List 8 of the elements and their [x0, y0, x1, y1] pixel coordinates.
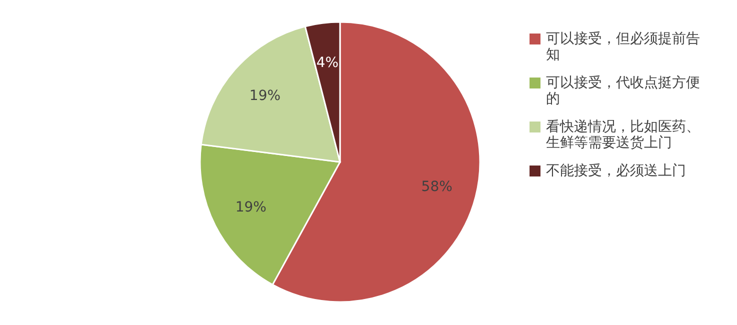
- legend-label: 可以接受，代收点挺方便的: [546, 75, 700, 107]
- data-label: 19%: [249, 88, 281, 104]
- data-label: 4%: [316, 54, 339, 71]
- data-label: 19%: [235, 199, 266, 216]
- legend-label: 不能接受，必须送上门: [546, 163, 686, 179]
- legend-label: 看快递情况，比如医药、生鲜等需要送货上门: [546, 119, 700, 151]
- data-label: 58%: [421, 178, 452, 195]
- legend-label: 可以接受，但必须提前告知: [546, 31, 700, 63]
